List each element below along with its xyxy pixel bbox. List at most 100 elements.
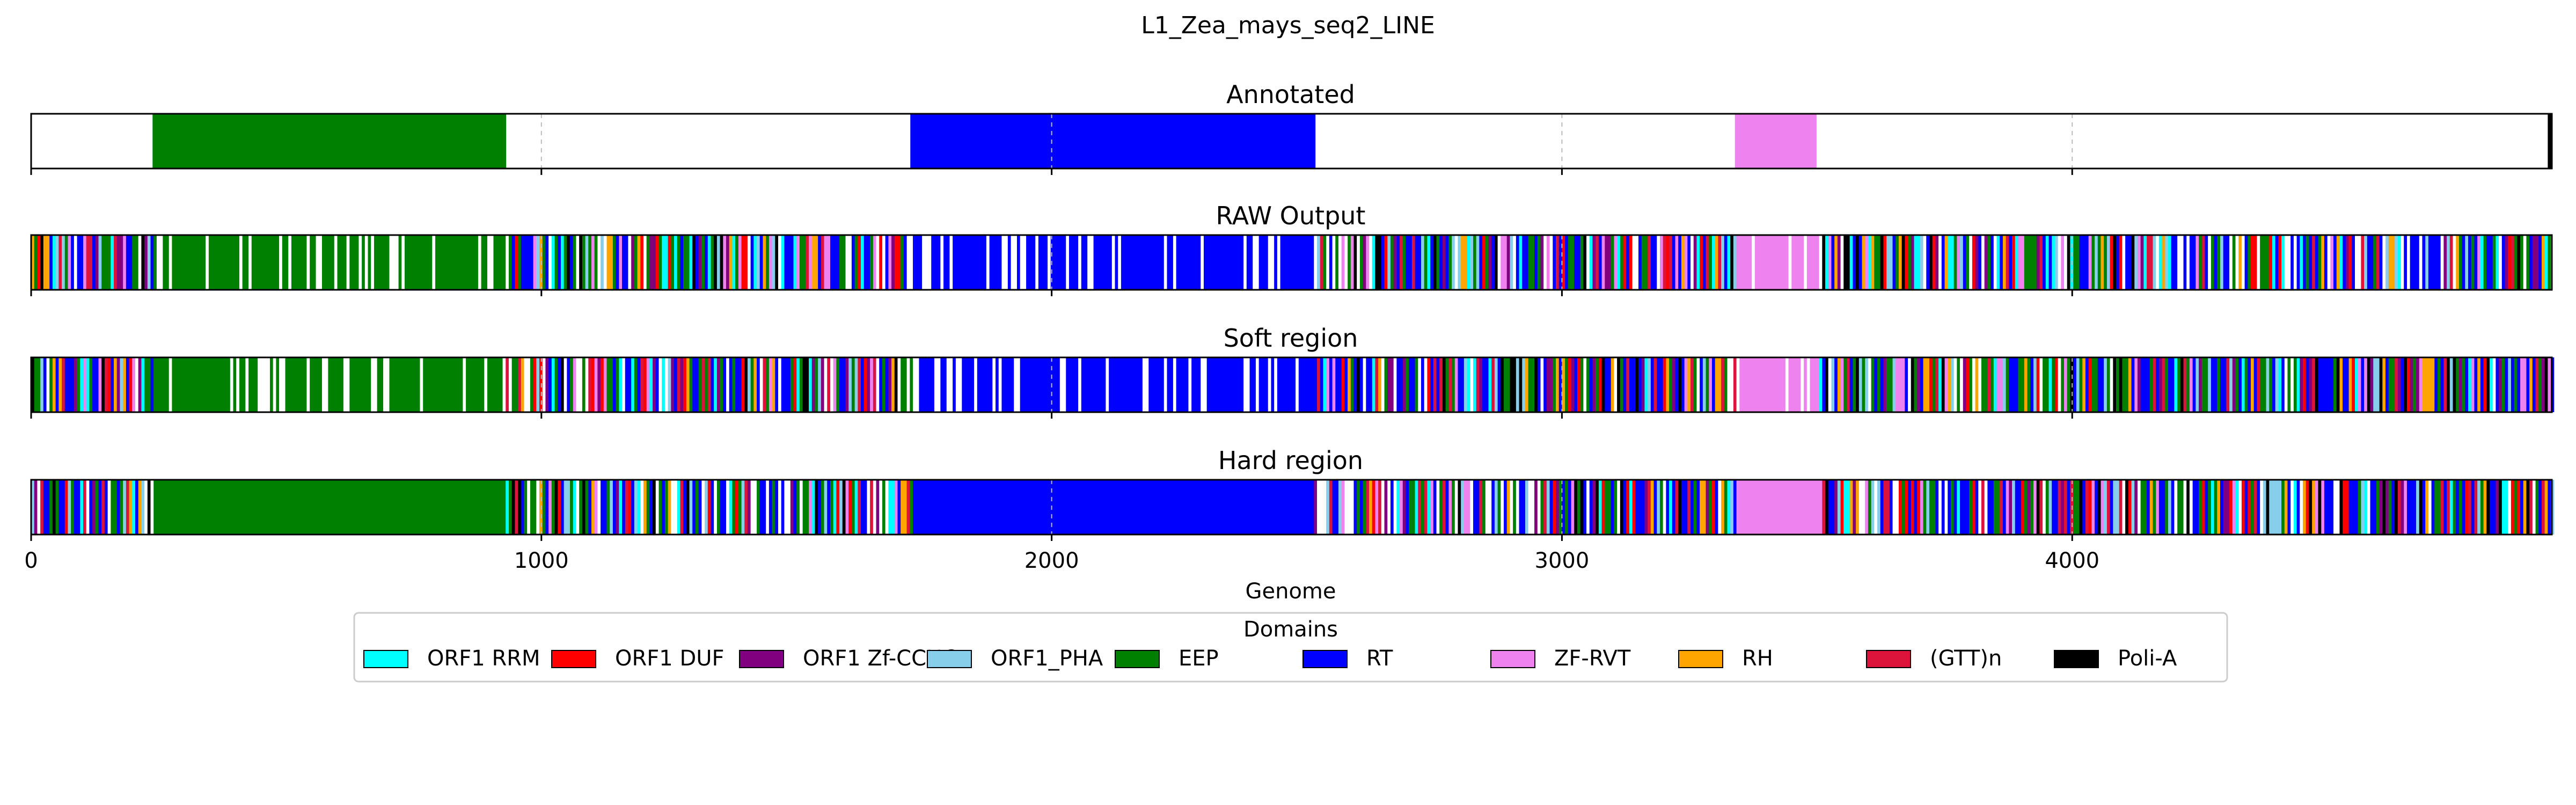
track-cell xyxy=(2492,235,2496,290)
track-cell xyxy=(2054,235,2059,290)
track-cell xyxy=(802,357,806,412)
track-cell xyxy=(1886,357,1890,412)
track-cell xyxy=(931,235,935,290)
track-cell xyxy=(1063,480,1066,535)
track-cell xyxy=(1482,480,1486,535)
track-cell xyxy=(398,480,402,535)
track-cell xyxy=(818,235,822,290)
track-cell xyxy=(2104,357,2107,412)
track-cell xyxy=(2391,480,2395,535)
track-cell xyxy=(558,235,561,290)
track-cell xyxy=(1950,357,1955,412)
track-cell xyxy=(1185,357,1189,412)
track-cell xyxy=(606,480,610,535)
track-cell xyxy=(196,480,200,535)
track-cell xyxy=(1598,357,1602,412)
track-cell xyxy=(858,357,861,412)
track-cell xyxy=(1562,480,1565,535)
track-cell xyxy=(1506,235,1510,290)
track-cell xyxy=(1589,357,1593,412)
track-cell xyxy=(2275,357,2279,412)
track-cell xyxy=(1338,480,1342,535)
track-cell xyxy=(1118,235,1122,290)
track-cell xyxy=(490,235,494,290)
track-cell xyxy=(925,357,929,412)
track-cell xyxy=(123,235,127,290)
track-cell xyxy=(206,480,209,535)
track-cell xyxy=(478,480,482,535)
track-cell xyxy=(2052,235,2055,290)
track-cell xyxy=(640,480,644,535)
track-cell xyxy=(2324,235,2328,290)
track-cell xyxy=(2137,357,2141,412)
track-cell xyxy=(2440,235,2444,290)
track-cell xyxy=(2336,357,2340,412)
track-cell xyxy=(2343,357,2346,412)
track-cell xyxy=(487,235,491,290)
track-cell xyxy=(974,235,978,290)
track-cell xyxy=(1338,235,1342,290)
track-cell xyxy=(1782,235,1786,290)
track-cell xyxy=(1029,235,1033,290)
track-cell xyxy=(362,357,365,412)
track-cell xyxy=(2177,235,2181,290)
track-cell xyxy=(383,480,387,535)
track-cell xyxy=(732,357,736,412)
track-cell xyxy=(2438,235,2441,290)
track-cell xyxy=(456,357,460,412)
track-cell xyxy=(1109,357,1113,412)
track-cell xyxy=(1932,480,1936,535)
track-cell xyxy=(2248,235,2251,290)
track-cell xyxy=(306,480,310,535)
track-cell xyxy=(1463,235,1468,290)
track-cell xyxy=(1424,480,1428,535)
track-cell xyxy=(809,357,813,412)
track-cell xyxy=(1574,480,1578,535)
track-cell xyxy=(273,480,276,535)
track-cell xyxy=(1763,480,1768,535)
track-cell xyxy=(1317,480,1321,535)
track-cell xyxy=(806,357,809,412)
track-cell xyxy=(1041,235,1045,290)
track-cell xyxy=(258,357,261,412)
track-cell xyxy=(1828,480,1832,535)
track-cell xyxy=(1402,357,1406,412)
track-cell xyxy=(1366,235,1370,290)
track-cell xyxy=(1856,235,1860,290)
track-cell xyxy=(1381,235,1385,290)
track-cell xyxy=(1121,480,1125,535)
track-cell xyxy=(2134,357,2138,412)
track-cell xyxy=(1614,357,1618,412)
track-cell xyxy=(2058,235,2061,290)
track-cell xyxy=(80,235,84,290)
track-cell xyxy=(169,235,172,290)
track-cell xyxy=(2471,357,2475,412)
track-cell xyxy=(269,357,274,412)
track-cell xyxy=(420,357,423,412)
legend-swatch xyxy=(739,650,784,668)
track-cell xyxy=(2456,480,2460,535)
track-cell xyxy=(1730,480,1734,535)
track-cell xyxy=(2443,235,2447,290)
track-cell xyxy=(1154,480,1158,535)
track-cell xyxy=(836,480,840,535)
track-cell xyxy=(1090,480,1094,535)
track-cell xyxy=(2520,357,2524,412)
track-cell xyxy=(1948,480,1951,535)
track-cell xyxy=(701,235,705,290)
track-cell xyxy=(861,480,865,535)
track-cell xyxy=(1843,235,1847,290)
track-cell xyxy=(156,480,160,535)
track-cell xyxy=(40,480,44,535)
track-cell xyxy=(1415,357,1418,412)
track-cell xyxy=(1121,235,1125,290)
track-cell xyxy=(533,235,537,290)
track-cell xyxy=(2009,235,2012,290)
track-cell xyxy=(1262,235,1265,290)
track-cell xyxy=(962,480,965,535)
track-cell xyxy=(560,235,565,290)
track-cell xyxy=(1032,480,1036,535)
track-cell xyxy=(2343,480,2346,535)
track-cell xyxy=(2104,235,2107,290)
track-cell xyxy=(1565,357,1569,412)
